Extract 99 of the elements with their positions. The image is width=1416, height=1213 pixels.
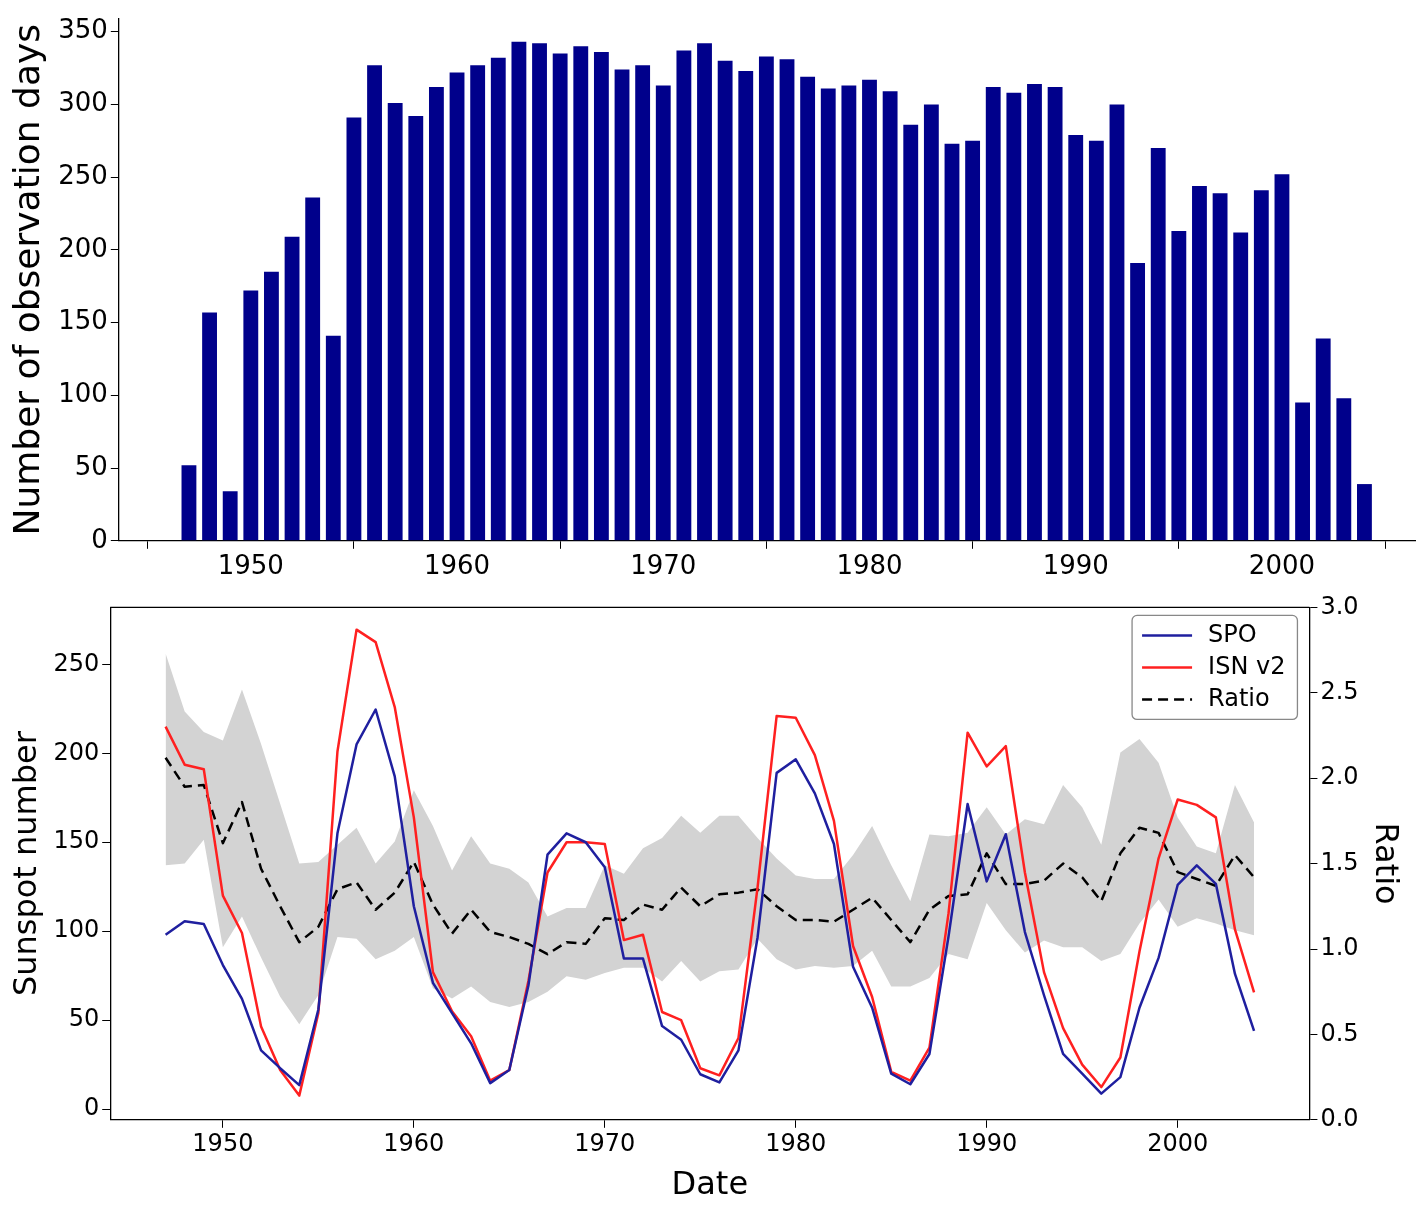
bar [841,85,857,541]
bar [325,335,341,541]
bar [862,79,877,541]
bar [243,290,259,541]
y2-tick-label: 2.0 [1320,762,1359,791]
bar [1109,104,1125,541]
bar [490,57,506,541]
x-tick-label: 1970 [574,1129,636,1158]
legend-label: Ratio [1208,683,1270,712]
bar [717,60,733,541]
bar [1315,338,1331,541]
bar [758,56,774,541]
x-tick-label: 1970 [630,550,697,581]
bar [779,59,795,541]
bar [1047,86,1063,541]
x-tick-label: 1980 [836,550,903,581]
y2-tick-label: 2.5 [1320,677,1359,706]
y2-tick-label: 0.0 [1320,1104,1359,1133]
bar [428,86,444,541]
bar [1336,398,1352,541]
bar [1233,232,1249,541]
bar [1253,190,1269,541]
bar [387,102,403,541]
bar [676,50,692,541]
bar [1212,193,1228,541]
bar [367,65,382,541]
bar [738,70,754,541]
bar [408,116,424,541]
bar [1150,148,1166,541]
bar [470,65,486,541]
bar [222,491,238,541]
bar [532,43,547,541]
bar [1130,262,1146,541]
y-tick-label: 50 [74,450,108,481]
y-tick-label: 100 [58,378,108,409]
y-tick-label: 150 [58,305,108,336]
x-axis-title: Date [671,1164,749,1203]
bar [511,41,527,541]
y-tick-label: 0 [91,523,108,554]
x-tick-label: 2000 [1248,550,1316,581]
y-tick-label: 200 [58,232,108,263]
y2-axis-title: Ratio [1368,822,1407,905]
y-tick-label: 250 [58,159,108,190]
y-axis-title: Sunspot number [5,730,44,997]
y-tick-label: 300 [58,87,108,118]
x-tick-label: 1950 [192,1129,254,1158]
y-tick-label: 50 [68,1004,100,1033]
bar [820,88,836,541]
bar [1027,84,1042,541]
bar [1357,484,1372,541]
bar [202,312,217,541]
bar [635,65,651,541]
bar [923,104,939,541]
bar [903,124,919,541]
line-series [164,756,1256,956]
bar [305,197,321,541]
bar [573,46,589,541]
bar [1274,174,1290,541]
bar [1068,134,1084,541]
x-tick-label: 1990 [1042,550,1109,581]
y2-tick-label: 1.0 [1320,933,1359,962]
bar [1295,402,1310,541]
bar [614,69,630,541]
y-tick-label: 200 [53,737,100,766]
legend-label: ISN v2 [1208,651,1286,680]
legend-label: SPO [1208,619,1257,648]
bar [1006,92,1022,541]
bar [1192,185,1207,541]
bar [346,117,362,541]
bar [985,86,1001,541]
bar [1088,140,1104,541]
bar [264,271,279,541]
bar [449,72,465,541]
y-axis-title: Number of observation days [5,23,47,536]
y-tick-label: 150 [53,826,100,855]
bar [965,140,981,541]
bar [1171,230,1187,541]
x-tick-label: 1990 [956,1129,1018,1158]
y2-tick-label: 0.5 [1320,1018,1359,1047]
y-tick-label: 100 [53,915,100,944]
x-tick-label: 1960 [423,550,491,581]
bar [697,43,712,541]
bar [284,236,300,541]
y2-tick-label: 1.5 [1320,847,1359,876]
x-tick-label: 1980 [765,1129,827,1158]
bar [655,85,671,541]
x-tick-label: 1960 [383,1129,445,1158]
y2-tick-label: 3.0 [1320,591,1359,620]
bar [882,91,898,541]
bar [552,53,568,541]
x-tick-label: 1950 [217,550,284,581]
bar [181,465,197,541]
bar [593,52,609,541]
bar [944,143,960,541]
bar [800,76,816,541]
y-tick-label: 0 [83,1093,100,1122]
y-tick-label: 250 [53,648,100,677]
y-tick-label: 350 [58,14,108,45]
x-tick-label: 2000 [1147,1129,1209,1158]
